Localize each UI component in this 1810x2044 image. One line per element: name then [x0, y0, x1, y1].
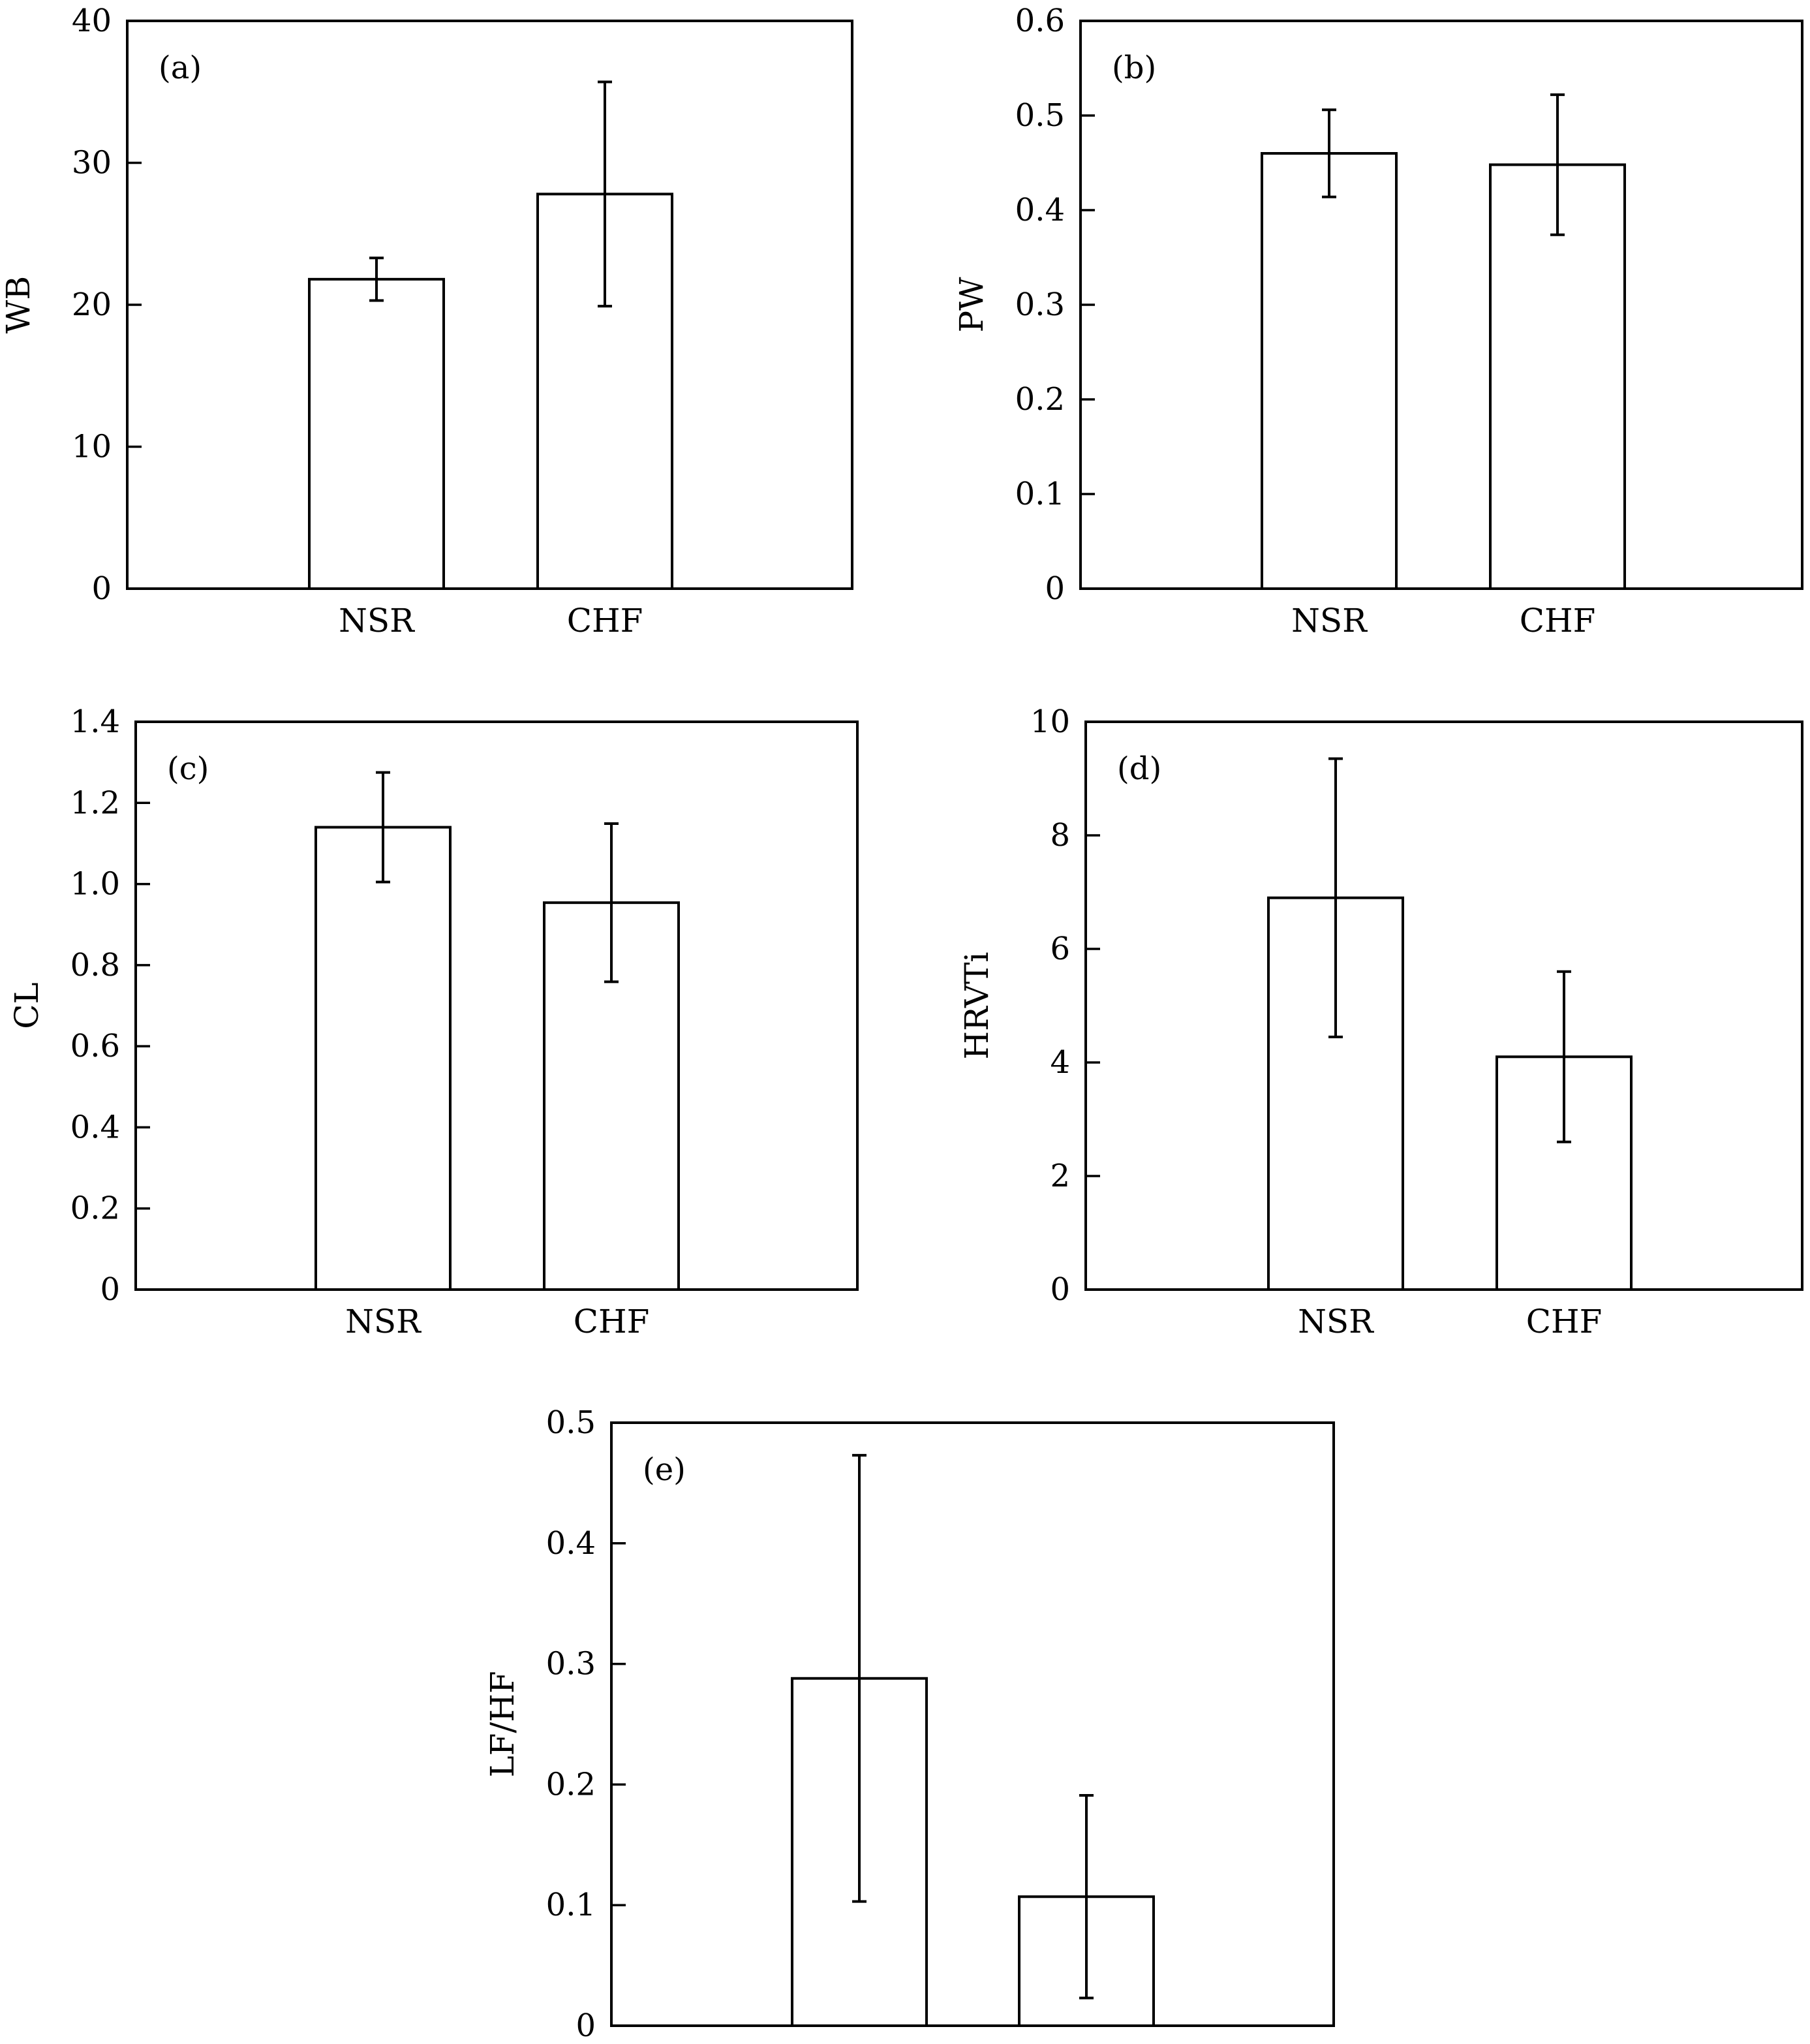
y-tick-label: 0	[100, 1271, 120, 1308]
category-label-nsr: NSR	[345, 1303, 422, 1340]
y-tick-label: 0.6	[70, 1028, 120, 1064]
category-label-chf: CHF	[1526, 1303, 1603, 1340]
y-tick-label: 10	[1030, 704, 1070, 740]
plot-frame	[1079, 20, 1803, 590]
panel-label: (c)	[167, 751, 209, 787]
category-label-chf: CHF	[574, 1303, 650, 1340]
error-bar-nsr	[852, 1453, 867, 1903]
y-axis-label: PW	[953, 277, 990, 333]
y-tick-label: 0.6	[1015, 3, 1065, 39]
y-tick-label: 1.0	[70, 866, 120, 903]
error-bar-nsr	[1322, 108, 1336, 198]
category-label-nsr: NSR	[821, 2039, 898, 2044]
y-tick-label: 0	[1050, 1271, 1070, 1308]
bar-nsr	[1261, 152, 1398, 590]
y-axis-label: LF/HF	[483, 1671, 521, 1777]
y-tick-label: 2	[1050, 1158, 1070, 1194]
y-tick-label: 0.2	[1015, 381, 1065, 418]
bar-nsr	[314, 826, 452, 1291]
chart-panel-2: NSR CHF 0 0.1 0.2 0.3 0.4 0.5 0.6 PW (b)	[953, 3, 1803, 640]
panel-label: (e)	[643, 1451, 686, 1488]
y-tick-label: 6	[1050, 931, 1070, 967]
error-bar-nsr	[369, 256, 384, 302]
panel-label: (b)	[1112, 50, 1156, 86]
y-tick-label: 0	[1045, 570, 1065, 607]
plot-frame	[134, 720, 859, 1291]
y-tick-label: 10	[72, 429, 112, 465]
error-bar-chf	[604, 822, 619, 983]
panel-label: (d)	[1117, 751, 1161, 787]
category-label-chf: CHF	[1520, 602, 1596, 640]
bar-nsr	[308, 277, 445, 590]
error-bar-chf	[1079, 1794, 1094, 2000]
y-tick-label: 8	[1050, 817, 1070, 854]
chart-panel-4: NSR CHF 0 2 4 6 8 10 HRVTi (d)	[958, 704, 1803, 1340]
y-tick-label: 0.2	[70, 1190, 120, 1227]
y-tick-label: 20	[72, 286, 112, 323]
chart-panel-1: NSR CHF 0 10 20 30 40 WB (a)	[0, 3, 853, 640]
y-tick-label: 0.4	[546, 1525, 596, 1562]
y-tick-label: 1.4	[70, 704, 120, 740]
y-tick-label: 0.4	[70, 1109, 120, 1145]
plot-frame	[610, 1421, 1335, 2027]
error-bar-chf	[1550, 93, 1565, 236]
y-tick-label: 0.4	[1015, 192, 1065, 228]
y-tick-label: 40	[72, 3, 112, 39]
y-tick-label: 0	[91, 570, 112, 607]
chart-panel-3: NSR CHF 0 0.2 0.4 0.6 0.8 1.0 1.2 1.4 CL (c)	[8, 704, 859, 1340]
y-tick-label: 1.2	[70, 784, 120, 821]
category-label-nsr: NSR	[339, 602, 415, 640]
error-bar-chf	[598, 80, 612, 308]
error-bar-nsr	[1328, 757, 1343, 1038]
category-label-chf: CHF	[1049, 2039, 1125, 2044]
y-axis-label: CL	[8, 982, 46, 1029]
panel-label: (a)	[159, 50, 202, 86]
category-label-nsr: NSR	[1298, 1303, 1374, 1340]
plot-frame	[126, 20, 853, 590]
y-tick-label: 4	[1050, 1044, 1070, 1081]
chart-panel-5: NSR CHF 0 0.1 0.2 0.3 0.4 0.5 LF/HF (e)	[483, 1404, 1335, 2044]
error-bar-nsr	[376, 771, 390, 884]
y-axis-label: WB	[0, 276, 37, 333]
category-label-nsr: NSR	[1291, 602, 1368, 640]
y-tick-label: 0.8	[70, 947, 120, 983]
plot-frame	[1084, 720, 1803, 1291]
y-tick-label: 0.3	[546, 1646, 596, 1682]
y-tick-label: 0.1	[1015, 476, 1065, 512]
y-tick-label: 0.3	[1015, 286, 1065, 323]
error-bar-chf	[1557, 970, 1571, 1143]
y-tick-label: 0.1	[546, 1887, 596, 1923]
category-label-chf: CHF	[567, 602, 643, 640]
y-tick-label: 30	[72, 145, 112, 181]
y-tick-label: 0	[575, 2007, 596, 2044]
y-tick-label: 0.5	[546, 1404, 596, 1441]
y-tick-label: 0.5	[1015, 97, 1065, 134]
y-tick-label: 0.2	[546, 1766, 596, 1803]
y-axis-label: HRVTi	[958, 952, 996, 1060]
